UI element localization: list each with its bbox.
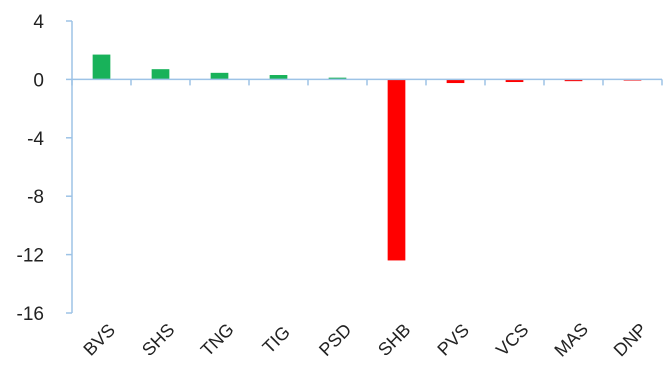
x-category-label: TIG <box>259 322 294 357</box>
bar-tng <box>210 72 229 80</box>
bar-shs <box>151 69 170 80</box>
y-tick-label: -8 <box>27 187 44 208</box>
x-category-label: SHS <box>138 320 178 360</box>
bars-group <box>92 54 642 261</box>
bar-pvs <box>446 79 465 84</box>
bar-vcs <box>505 79 524 83</box>
y-tick-label: 0 <box>33 70 44 91</box>
bar-shb <box>387 79 406 261</box>
x-tick-labels: BVS SHS TNG TIG PSD SHB PVS VCS MAS DNP <box>79 319 650 361</box>
bar-psd <box>328 77 347 80</box>
x-category-label: TNG <box>197 319 238 360</box>
y-tick-label: -16 <box>17 304 44 325</box>
axes-group <box>66 20 663 314</box>
x-category-label: SHB <box>374 320 414 360</box>
x-category-label: MAS <box>550 319 592 361</box>
bar-mas <box>564 79 583 82</box>
x-category-label: PVS <box>433 320 473 360</box>
bar-bvs <box>92 54 111 80</box>
y-tick-label: -4 <box>27 129 44 150</box>
y-tick-label: -12 <box>17 246 44 267</box>
x-category-label: VCS <box>492 320 532 360</box>
y-tick-labels: 4 0 -4 -8 -12 -16 <box>17 12 45 325</box>
y-tick-label: 4 <box>33 12 44 33</box>
x-category-label: DNP <box>610 319 651 360</box>
x-category-label: BVS <box>79 320 119 360</box>
x-category-label: PSD <box>315 320 355 360</box>
bar-tig <box>269 75 288 80</box>
